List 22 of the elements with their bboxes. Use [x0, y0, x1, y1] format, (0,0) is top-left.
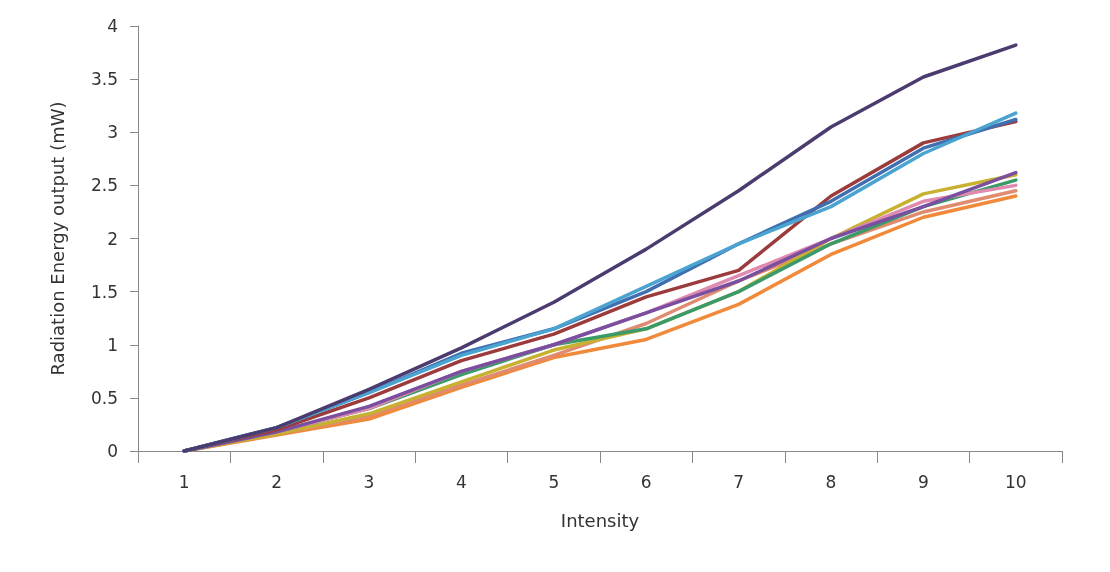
y-tick-label: 1 — [107, 334, 118, 355]
x-tick-label: 6 — [640, 471, 652, 492]
x-tick-label: 7 — [733, 471, 745, 492]
x-tick-label: 9 — [917, 471, 929, 492]
x-tick-label: 3 — [363, 471, 375, 492]
x-tick-label: 2 — [271, 471, 283, 492]
x-tick-label: 4 — [455, 471, 467, 492]
y-tick-label: 0.5 — [90, 387, 118, 408]
x-axis-title: Intensity — [560, 509, 640, 531]
line-series — [182, 43, 1018, 453]
y-axis-title: Radiation Energy output (mW) — [46, 101, 68, 376]
x-tick-label: 8 — [825, 471, 837, 492]
y-tick-label: 4 — [107, 16, 118, 36]
y-tick-label: 2.5 — [90, 175, 118, 196]
x-tick-label: 1 — [178, 471, 190, 492]
x-tick-label: 10 — [1004, 471, 1027, 492]
x-tick-label: 5 — [548, 471, 560, 492]
y-tick-label: 3.5 — [90, 69, 118, 90]
y-tick-label: 2 — [107, 228, 118, 249]
y-tick-label: 3 — [107, 122, 118, 143]
y-tick-label: 1.5 — [90, 281, 118, 302]
y-tick-label: 0 — [107, 441, 118, 461]
